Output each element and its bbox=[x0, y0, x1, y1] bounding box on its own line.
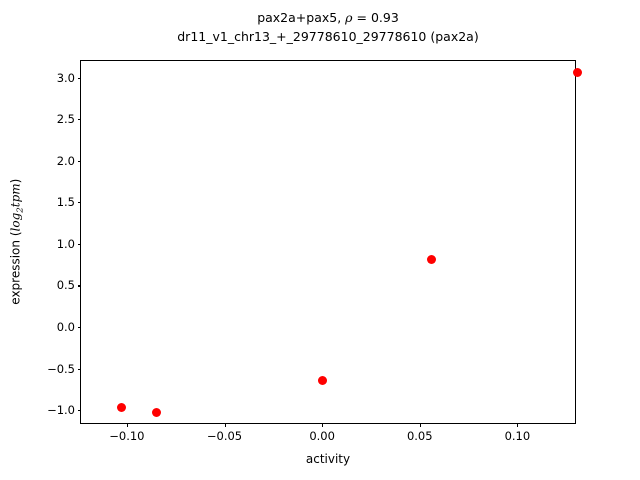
x-axis-label: activity bbox=[305, 452, 351, 466]
rho-symbol: ρ bbox=[345, 10, 353, 25]
x-tick-label: 0.00 bbox=[309, 429, 335, 443]
chart-title-suffix: = 0.93 bbox=[352, 10, 399, 25]
scatter-point bbox=[573, 68, 583, 78]
y-tick-label: 2.5 bbox=[56, 112, 75, 127]
x-tick-mark bbox=[126, 423, 128, 427]
x-tick-label: 0.10 bbox=[504, 429, 531, 443]
chart-title-prefix: pax2a+pax5, bbox=[257, 10, 346, 25]
y-axis-label-math: log2tpm bbox=[8, 183, 25, 232]
y-tick-mark bbox=[77, 119, 81, 121]
y-tick-mark bbox=[77, 202, 81, 204]
y-tick-label: 0.5 bbox=[56, 278, 75, 293]
chart-title-line-1: pax2a+pax5, ρ = 0.93 bbox=[80, 8, 576, 27]
y-tick-label: −1.0 bbox=[47, 403, 75, 418]
x-tick-mark bbox=[517, 423, 519, 427]
y-tick-label: 2.0 bbox=[56, 153, 75, 168]
x-tick-mark bbox=[322, 423, 324, 427]
y-tick-mark bbox=[77, 160, 81, 162]
plot-data-area bbox=[81, 61, 583, 423]
scatter-point bbox=[151, 408, 161, 418]
y-axis-label-close: ) bbox=[8, 178, 23, 184]
y-axis-label-plain: expression ( bbox=[8, 231, 23, 306]
x-tick-mark bbox=[419, 423, 421, 427]
scatter-point bbox=[317, 375, 327, 385]
y-tick-label: 0.0 bbox=[56, 319, 75, 334]
y-tick-mark bbox=[77, 410, 81, 412]
y-tick-mark bbox=[77, 77, 81, 79]
plot-axes-frame: −0.10 −0.05 0.00 0.05 0.10 −1.0 −0.5 0.0 0.5 1.0 1… bbox=[47, 60, 583, 443]
chart-title: pax2a+pax5, ρ = 0.93 dr11_v1_chr13_+_297… bbox=[80, 8, 576, 46]
y-tick-mark bbox=[77, 285, 81, 287]
x-tick-mark bbox=[224, 423, 226, 427]
y-axis-label-log: log bbox=[8, 213, 23, 232]
y-tick-label: 1.0 bbox=[56, 236, 75, 251]
chart-title-line-2: dr11_v1_chr13_+_29778610_29778610 (pax2a… bbox=[177, 29, 479, 44]
y-axis-label-tpm: tpm bbox=[8, 183, 23, 208]
y-tick-label: 1.5 bbox=[56, 195, 75, 210]
y-axis-label: expression (log2tpm) bbox=[8, 60, 26, 424]
y-tick-mark bbox=[77, 326, 81, 329]
y-tick-label: −0.5 bbox=[47, 361, 75, 376]
scatter-point bbox=[116, 403, 126, 413]
y-tick-mark bbox=[77, 243, 81, 245]
y-tick-label: 3.0 bbox=[56, 70, 75, 85]
x-tick-label: 0.05 bbox=[406, 429, 433, 443]
y-axis-label-subscript: 2 bbox=[15, 207, 26, 214]
y-tick-mark bbox=[77, 368, 81, 370]
x-tick-label: −0.05 bbox=[206, 429, 243, 443]
scatter-point bbox=[426, 255, 436, 265]
x-tick-label: −0.10 bbox=[109, 429, 145, 443]
y-axis-label-text: expression (log2tpm) bbox=[8, 179, 25, 305]
